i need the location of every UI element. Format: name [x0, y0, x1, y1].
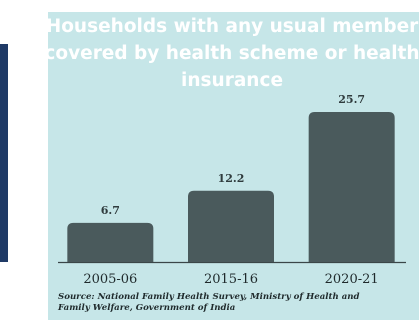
neighbor-chart-fragment: [0, 44, 8, 262]
chart-title: covered by health scheme or health: [44, 43, 419, 64]
bar: [308, 112, 395, 262]
bar: [188, 190, 274, 262]
x-tick-label: 2015-16: [204, 272, 258, 287]
value-label: 6.7: [101, 204, 120, 217]
x-tick-label: 2020-21: [325, 272, 379, 287]
chart-title: Households with any usual member: [46, 16, 419, 37]
value-label: 12.2: [218, 172, 245, 185]
x-tick-label: 2005-06: [83, 272, 137, 287]
chart-title: insurance: [181, 70, 283, 91]
source: Source: National Family Health Survey, M…: [58, 292, 360, 302]
bar: [67, 222, 154, 262]
source: Family Welfare, Government of India: [57, 303, 235, 313]
value-label: 25.7: [338, 93, 365, 106]
